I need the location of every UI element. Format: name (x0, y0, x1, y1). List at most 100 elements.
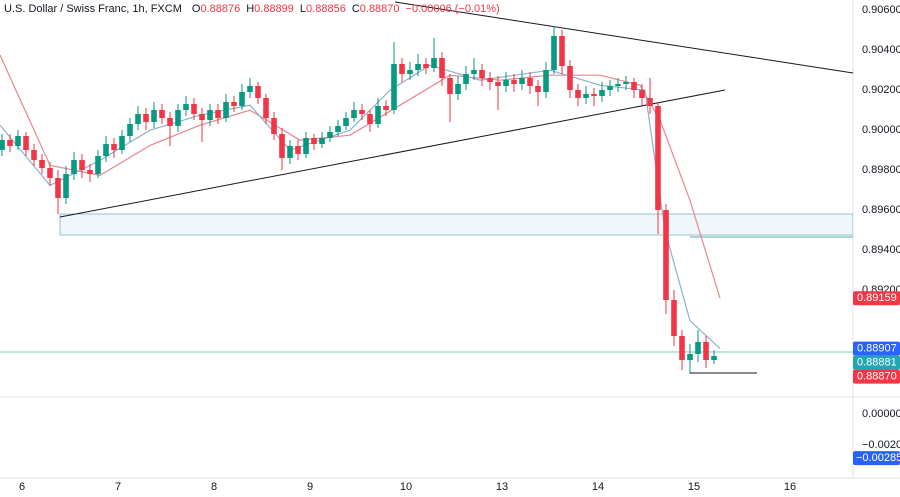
candle-body (351, 110, 357, 118)
candle-body (103, 144, 109, 156)
osc-tick-label: 0.00000 (862, 408, 900, 420)
candle-body (375, 106, 381, 124)
candle-body (455, 84, 461, 94)
candle-body (47, 168, 53, 178)
candle-body (575, 90, 581, 98)
candle-body (295, 146, 301, 154)
price-tag-label: 0.88881 (857, 357, 897, 369)
candle-body (559, 36, 565, 66)
ohlc-key: C (352, 3, 360, 15)
candle-body (631, 82, 637, 90)
candle-body (543, 70, 549, 92)
y-tick-label: 0.90200 (862, 84, 900, 96)
candle-body (647, 98, 653, 106)
candle-body (615, 84, 621, 86)
candle-body (623, 82, 629, 84)
ohlc-value: 0.88899 (254, 3, 294, 15)
price-tag (853, 341, 900, 356)
header: U.S. Dollar / Swiss Franc, 1h, FXCM O 0.88… (4, 3, 500, 15)
candle-body (111, 144, 117, 150)
candle-body (183, 104, 189, 110)
candle-body (55, 178, 61, 198)
candle-body (367, 114, 373, 124)
y-tick-label: 0.90400 (862, 44, 900, 56)
ohlc-value: 0.88870 (360, 3, 400, 15)
y-tick-label: 0.89400 (862, 244, 900, 256)
price-tag (853, 291, 900, 306)
candle-body (471, 70, 477, 74)
ohlc-key: O (192, 3, 201, 15)
candle-body (231, 102, 237, 106)
y-tick-label: 0.89600 (862, 204, 900, 216)
ohlc-value: 0.88856 (306, 3, 346, 15)
x-tick-label: 6 (19, 481, 25, 493)
candle-body (511, 80, 517, 84)
candle-body (95, 156, 101, 174)
change: −0.00006 (−0.01%) (406, 3, 500, 15)
candle-body (639, 90, 645, 98)
osc-tick-label: −0.00200 (862, 439, 900, 451)
candle-body (303, 138, 309, 154)
x-tick-label: 7 (115, 481, 121, 493)
y-tick-label: 0.89800 (862, 164, 900, 176)
candle-body (519, 78, 525, 84)
candle-body (663, 210, 669, 300)
candle-body (431, 58, 437, 68)
candle-body (551, 36, 557, 70)
y-tick-label: 0.90000 (862, 124, 900, 136)
candle-body (0, 140, 5, 150)
candle-body (679, 336, 685, 360)
candle-body (87, 170, 93, 174)
candle-body (191, 104, 197, 114)
candle-body (359, 110, 365, 114)
candle-body (39, 160, 45, 168)
drawings (0, 1, 853, 374)
x-tick-label: 13 (496, 481, 508, 493)
candle-body (271, 118, 277, 134)
candle-body (343, 118, 349, 126)
candle-body (391, 64, 397, 110)
candle-body (143, 114, 149, 122)
candle-body (447, 78, 453, 94)
candle-body (247, 86, 253, 92)
candle-body (199, 114, 205, 120)
candle-body (279, 134, 285, 158)
candle-body (263, 98, 269, 118)
candle-body (215, 110, 221, 118)
price-tag (853, 369, 900, 384)
trend-line (394, 1, 853, 74)
candle-body (695, 342, 701, 354)
x-tick-label: 16 (784, 481, 796, 493)
x-tick-label: 15 (688, 481, 700, 493)
symbol: U.S. Dollar / Swiss Franc, 1h, FXCM (4, 3, 182, 15)
candle-body (479, 70, 485, 78)
candle-body (167, 118, 173, 126)
candle-body (607, 86, 613, 90)
candle-body (15, 136, 21, 146)
x-tick-label: 10 (400, 481, 412, 493)
x-tick-label: 9 (307, 481, 313, 493)
candle-body (495, 82, 501, 86)
zone (59, 213, 853, 236)
ohlc-key: L (300, 3, 306, 15)
candle-body (383, 106, 389, 110)
candle-body (71, 160, 77, 174)
candle-body (207, 110, 213, 120)
x-tick-label: 8 (211, 481, 217, 493)
trend-line (59, 89, 726, 218)
candle-body (151, 110, 157, 122)
price-tag-label: 0.89159 (857, 292, 897, 304)
candle-body (535, 86, 541, 92)
candle-body (407, 70, 413, 74)
candle-body (119, 136, 125, 150)
price-tag-label: 0.88907 (857, 343, 897, 355)
candles (0, 26, 721, 374)
candle-body (31, 150, 37, 160)
candle-body (423, 64, 429, 68)
candle-body (399, 64, 405, 74)
candle-body (135, 114, 141, 124)
candle-body (255, 86, 261, 98)
moving-average (0, 64, 721, 350)
axes: 0.90600 0.90400 0.90200 0.90000 0.89800 0.896… (19, 4, 900, 493)
candle-body (287, 146, 293, 158)
